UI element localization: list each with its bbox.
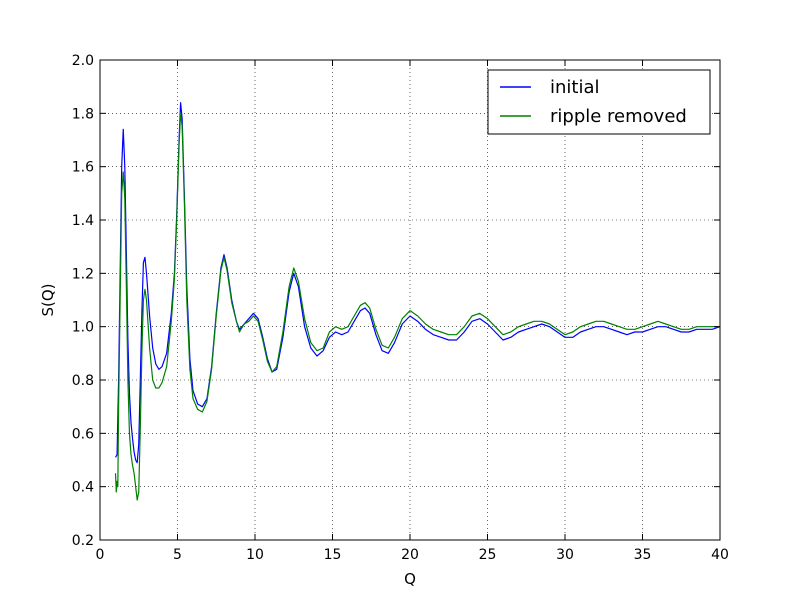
x-tick-label: 15 — [324, 547, 342, 563]
y-tick-label: 1.0 — [72, 320, 94, 336]
x-tick-label: 25 — [479, 547, 497, 563]
series-line-initial — [114, 102, 720, 464]
tick-labels: 0 5 10 15 20 25 30 35 40 0.2 0.4 0.6 0.8 1.0 1.2 1.4 1.6… — [72, 53, 729, 563]
y-axis-label: S(Q) — [39, 283, 57, 316]
series-lines — [114, 102, 720, 501]
x-tick-label: 40 — [711, 547, 729, 563]
y-tick-label: 0.6 — [72, 426, 94, 442]
legend-label: ripple removed — [550, 106, 687, 127]
x-tick-label: 5 — [173, 547, 182, 563]
y-tick-label: 1.2 — [72, 266, 94, 282]
y-tick-label: 0.4 — [72, 480, 94, 496]
legend-label: initial — [550, 77, 600, 98]
axis-ticks — [99, 59, 721, 541]
x-tick-label: 20 — [401, 547, 419, 563]
y-tick-label: 1.8 — [72, 106, 94, 122]
y-tick-label: 1.4 — [72, 213, 94, 229]
x-tick-label: 10 — [246, 547, 264, 563]
y-tick-label: 1.6 — [72, 160, 94, 176]
x-axis-label: Q — [404, 570, 416, 588]
legend-box — [487, 69, 711, 135]
x-tick-label: 30 — [556, 547, 574, 563]
x-tick-label: 35 — [634, 547, 652, 563]
y-tick-label: 0.8 — [72, 373, 94, 389]
legend: initial ripple removed — [487, 69, 711, 135]
series-line-ripple-removed — [114, 112, 720, 501]
x-tick-label: 0 — [96, 547, 105, 563]
y-tick-label: 2.0 — [72, 53, 94, 69]
y-tick-label: 0.2 — [72, 533, 94, 549]
